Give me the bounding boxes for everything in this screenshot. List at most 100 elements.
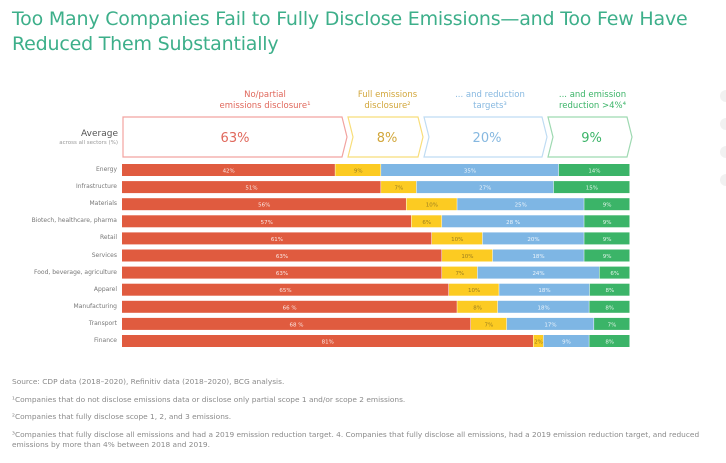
bar-data-label: 63%: [276, 271, 288, 277]
bar-data-label: 42%: [223, 169, 235, 175]
bar-segment: [381, 181, 417, 194]
bar-segment: [122, 317, 471, 330]
share-icon[interactable]: [720, 174, 726, 186]
bar-segment: [506, 317, 594, 330]
share-icon[interactable]: [720, 146, 726, 158]
average-subtitle: across all sectors (%): [59, 140, 118, 146]
header-label-emission-reduction: ... and emission reduction >4%⁴: [545, 90, 640, 112]
bar-segment: [589, 283, 630, 296]
bar-segment: [457, 198, 584, 211]
average-value-label: 63%: [221, 131, 250, 146]
bar-data-label: 7%: [394, 186, 403, 192]
bar-segment: [381, 164, 559, 176]
bar-data-label: 9%: [603, 203, 612, 209]
bar-segment: [442, 249, 493, 262]
bar-segment: [558, 164, 630, 176]
bar-segment: [448, 283, 499, 296]
bar-data-label: 10%: [426, 203, 438, 209]
bar-data-label: 24%: [532, 271, 544, 277]
bar-segment: [553, 181, 630, 194]
footnote-3: ³Companies that fully disclose all emiss…: [12, 430, 700, 449]
share-icon[interactable]: [720, 118, 726, 130]
bar-data-label: 10%: [451, 237, 463, 243]
chart-title: Too Many Companies Fail to Fully Disclos…: [12, 8, 688, 55]
bar-data-label: 66 %: [283, 305, 297, 311]
footnote-source: Source: CDP data (2018–2020), Refinitiv …: [12, 377, 285, 386]
bar-segment: [122, 283, 449, 296]
bar-data-label: 8%: [605, 340, 614, 346]
bar-data-label: 8%: [605, 305, 614, 311]
bar-data-label: 6%: [422, 220, 431, 226]
bar-segment: [122, 266, 442, 279]
average-title: Average: [81, 129, 118, 139]
bar-data-label: 18%: [538, 288, 550, 294]
bar-segment: [584, 198, 630, 211]
bar-segment: [431, 232, 483, 245]
bar-data-label: 61%: [271, 237, 283, 243]
bar-data-label: 35%: [464, 169, 476, 175]
category-label: Food, beverage, agriculture: [34, 268, 117, 276]
bar-data-label: 8%: [606, 288, 615, 294]
bar-data-label: 9%: [603, 254, 612, 260]
bar-segment: [477, 266, 600, 279]
category-label: Infrastructure: [75, 183, 117, 191]
header-label-line: targets³: [473, 101, 507, 111]
header-label-line: reduction >4%⁴: [559, 101, 626, 111]
bar-segment: [492, 249, 584, 262]
bar-data-label: 17%: [544, 322, 556, 328]
bar-data-label: 63%: [276, 254, 288, 260]
header-label-line: ... and emission: [558, 90, 627, 100]
bar-segment: [122, 215, 412, 228]
bar-data-label: 65%: [279, 288, 291, 294]
bar-data-label: 51%: [245, 186, 257, 192]
bar-segment: [122, 198, 406, 211]
bar-segment: [406, 198, 457, 211]
bar-data-label: 9%: [603, 237, 612, 243]
bar-segment: [122, 164, 335, 176]
bar-segment: [122, 335, 533, 347]
bar-data-label: 28 %: [506, 220, 520, 226]
bar-segment: [589, 300, 630, 313]
category-label: Services: [91, 251, 117, 259]
category-label: Materials: [89, 200, 117, 208]
category-label: Finance: [94, 337, 117, 344]
bar-data-label: 56%: [258, 203, 270, 209]
bar-data-label: 2%: [534, 340, 543, 346]
bar-segment: [482, 232, 584, 245]
bar-segment: [497, 300, 589, 313]
bar-data-label: 9%: [562, 340, 571, 346]
bar-data-label: 7%: [608, 322, 617, 328]
bar-segment: [442, 215, 584, 228]
header-label-line: emissions disclosure¹: [219, 101, 311, 111]
average-box-reduction-targets: [423, 116, 548, 158]
average-label: Average across all sectors (%): [59, 129, 118, 146]
share-icon[interactable]: [720, 90, 726, 102]
average-box-full-disclosure: [347, 116, 424, 158]
bar-segment: [594, 317, 630, 330]
bar-segment: [599, 266, 630, 279]
bar-data-label: 57%: [261, 220, 273, 226]
bar-data-label: 9%: [603, 220, 612, 226]
category-label: Biotech, healthcare, pharma: [31, 217, 117, 225]
bar-segment: [457, 300, 498, 313]
bar-data-label: 18%: [538, 305, 550, 311]
bar-data-label: 15%: [586, 186, 598, 192]
average-value-label: 8%: [377, 131, 398, 146]
header-label-line: No/partial: [244, 90, 286, 100]
header-label-line: disclosure²: [364, 101, 411, 111]
bar-segment: [543, 335, 589, 347]
bar-data-label: 68 %: [289, 322, 303, 328]
bar-segment: [589, 335, 630, 347]
bar-segment: [416, 181, 554, 194]
average-box-no-partial: [122, 116, 348, 158]
category-label: Transport: [88, 319, 117, 327]
bar-data-label: 25%: [515, 203, 527, 209]
bar-data-label: 9%: [354, 169, 363, 175]
bar-segment: [499, 283, 590, 296]
bar-segment: [470, 317, 507, 330]
bar-segment: [122, 181, 381, 194]
bar-data-label: 27%: [479, 186, 491, 192]
category-label: Manufacturing: [73, 302, 117, 310]
category-label: Energy: [95, 166, 117, 173]
